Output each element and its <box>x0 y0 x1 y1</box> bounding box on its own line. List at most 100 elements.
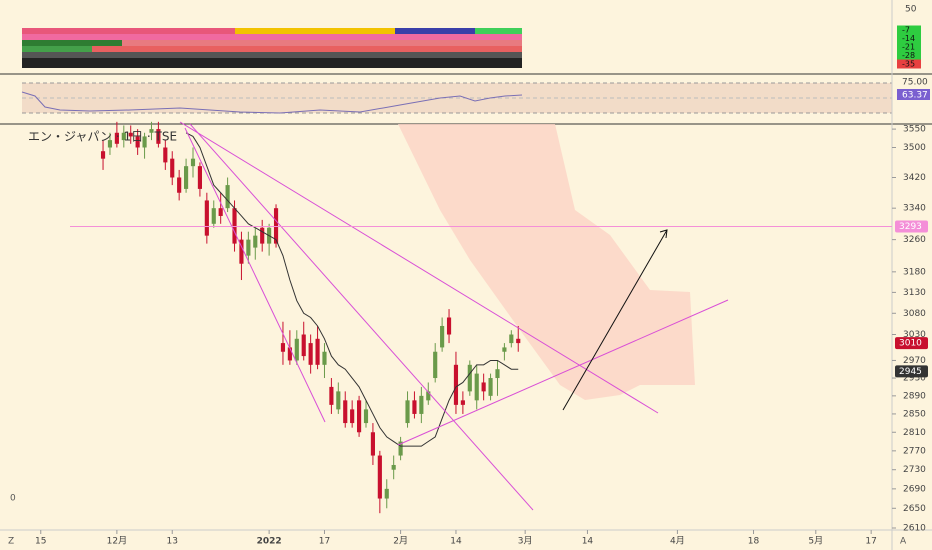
x-tick-label: 5月 <box>808 536 823 547</box>
candle-body <box>467 364 472 392</box>
x-tick-label: 2022 <box>257 537 282 547</box>
candle-body <box>121 132 126 141</box>
candle-body <box>315 338 320 365</box>
osc-label-bg <box>897 42 921 52</box>
y-tick-label: 2610 <box>903 524 926 534</box>
candle-body <box>336 391 341 410</box>
osc-label: -35 <box>902 60 915 69</box>
y-tick-label: 2890 <box>903 391 926 401</box>
price-label-bg <box>895 337 928 350</box>
candle-body <box>509 334 514 344</box>
candle-body <box>177 177 182 193</box>
osc-label-bg <box>897 34 921 43</box>
candle-body <box>363 409 369 424</box>
pane-label: 0 <box>10 494 16 504</box>
osc-tick-label: 50 <box>905 5 917 15</box>
x-tick-label: 2月 <box>393 536 408 547</box>
candle-body <box>426 391 431 401</box>
oscillator-heatmap <box>22 28 522 68</box>
rsi-tick-label: 75.00 <box>902 78 928 88</box>
osc-label-bg <box>897 25 921 35</box>
y-tick-label: 3260 <box>903 235 926 245</box>
x-tick-label: 17 <box>865 537 876 547</box>
x-tick-label: 17 <box>319 537 330 547</box>
candle-body <box>211 208 216 224</box>
rsi-line <box>21 91 523 114</box>
candle-body <box>357 400 362 433</box>
price-label: 3010 <box>899 339 922 349</box>
moving-average <box>185 132 519 447</box>
candle-body <box>329 386 334 405</box>
y-tick-label: 3340 <box>903 204 926 214</box>
candle-body <box>184 166 189 189</box>
corner-right: A <box>900 537 907 547</box>
candle-body <box>197 166 202 189</box>
x-tick-label: 12月 <box>107 536 127 547</box>
trend-lines <box>179 121 729 511</box>
candle-body <box>308 343 313 365</box>
x-tick-label: 14 <box>450 537 462 547</box>
plot <box>100 121 521 514</box>
y-tick-label: 3130 <box>903 288 926 298</box>
x-tick-label: 18 <box>748 537 760 547</box>
y-tick-label: 3550 <box>903 125 926 135</box>
y-tick-label: 2930 <box>903 374 926 384</box>
osc-label-bg <box>897 51 921 60</box>
candle-body <box>370 432 375 456</box>
candle-body <box>294 338 299 361</box>
candle-body <box>239 239 244 264</box>
candle-body <box>474 373 479 401</box>
cloud <box>398 124 695 400</box>
osc-label-bg <box>897 59 921 69</box>
osc-label: -7 <box>902 26 910 35</box>
rsi-last-label: 63.37 <box>902 91 928 101</box>
candle-body <box>280 343 286 352</box>
y-tick-label: 2970 <box>903 356 926 366</box>
candle-body <box>225 185 230 209</box>
price-label: 3293 <box>899 222 922 232</box>
y-tick-label: 3180 <box>903 267 926 277</box>
candle-body <box>190 158 196 167</box>
candle-body <box>218 208 223 216</box>
y-tick-label: 2810 <box>903 428 926 438</box>
candle-body <box>488 378 493 396</box>
candle-body <box>128 132 133 137</box>
arrow-head <box>659 229 668 239</box>
y-tick-label: 3500 <box>903 143 926 153</box>
price-label: 2945 <box>899 367 922 377</box>
candle-body <box>260 227 265 244</box>
candle-body <box>149 129 154 133</box>
candle-body <box>412 400 417 414</box>
candle-body <box>481 382 486 392</box>
osc-label: -28 <box>902 51 915 60</box>
price-label-bg <box>895 220 928 233</box>
candle-body <box>384 488 389 499</box>
y-tick-label: 3030 <box>903 330 926 340</box>
candle-body <box>100 151 106 159</box>
x-tick-label: 15 <box>35 537 46 547</box>
symbol-title: エン・ジャパン · 1日 · TSE <box>28 130 177 144</box>
candle-body <box>350 409 355 424</box>
candle-body <box>405 400 410 424</box>
x-tick-label: 14 <box>582 537 594 547</box>
candle-body <box>391 464 396 470</box>
candle-body <box>156 129 161 144</box>
candle-body <box>301 334 306 357</box>
candle-body <box>246 239 251 256</box>
candle-body <box>163 147 168 163</box>
candle-body <box>433 351 438 379</box>
candle-body <box>453 364 459 405</box>
candle-body <box>322 351 327 365</box>
candle-body <box>419 395 424 414</box>
candle-body <box>142 136 147 148</box>
candle-body <box>377 455 382 499</box>
candle-body <box>440 325 445 348</box>
x-tick-label: 13 <box>167 537 178 547</box>
candle-body <box>170 158 175 178</box>
candle-body <box>135 136 140 148</box>
osc-label: -14 <box>902 34 915 43</box>
y-tick-label: 2690 <box>903 484 926 494</box>
y-tick-label: 3420 <box>903 173 926 183</box>
y-tick-label: 2850 <box>903 409 926 419</box>
candle-body <box>343 400 348 424</box>
